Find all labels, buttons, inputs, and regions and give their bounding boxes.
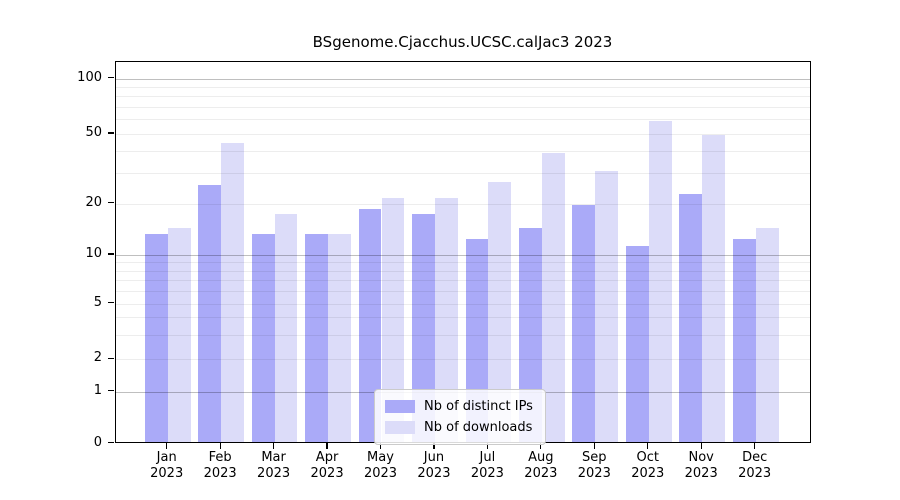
bar-downloads-jul bbox=[488, 181, 512, 442]
bar-distinct-ips-oct bbox=[625, 245, 649, 442]
gridline-80 bbox=[115, 96, 810, 98]
gridline-10 bbox=[115, 255, 810, 256]
y-tick-mark-2 bbox=[108, 357, 114, 359]
x-tick-label-may: May 2023 bbox=[363, 449, 398, 481]
x-tick-mark-jan bbox=[166, 442, 168, 449]
gridline-9 bbox=[115, 262, 810, 264]
legend-label-downloads: Nb of downloads bbox=[424, 420, 533, 435]
gridline-30 bbox=[115, 172, 810, 174]
y-tick-label-20: 20 bbox=[85, 194, 102, 210]
bar-distinct-ips-feb bbox=[198, 184, 222, 442]
bar-downloads-apr bbox=[328, 233, 351, 442]
x-tick-label-feb: Feb 2023 bbox=[203, 449, 237, 481]
x-tick-label-sep: Sep 2023 bbox=[577, 449, 611, 481]
bar-downloads-aug bbox=[541, 152, 565, 442]
y-tick-label-5: 5 bbox=[93, 294, 102, 310]
bar-distinct-ips-mar bbox=[251, 233, 275, 442]
x-tick-mark-feb bbox=[219, 442, 221, 449]
x-tick-mark-jul bbox=[486, 442, 489, 449]
y-tick-mark-1 bbox=[108, 390, 114, 392]
y-tick-label-1: 1 bbox=[93, 382, 102, 398]
gridline-70 bbox=[115, 107, 810, 108]
gridline-90 bbox=[115, 86, 810, 88]
y-tick-label-2: 2 bbox=[93, 350, 102, 366]
bar-downloads-may bbox=[381, 197, 405, 442]
plot-area bbox=[114, 60, 811, 443]
x-tick-label-aug: Aug 2023 bbox=[524, 449, 558, 481]
bar-distinct-ips-sep bbox=[572, 205, 596, 442]
x-tick-label-nov: Nov 2023 bbox=[684, 449, 718, 481]
gridline-50 bbox=[115, 133, 810, 135]
y-tick-label-50: 50 bbox=[85, 124, 102, 140]
x-tick-mark-aug bbox=[540, 442, 542, 449]
x-tick-mark-jun bbox=[433, 442, 435, 449]
gridline-7 bbox=[115, 280, 810, 282]
x-tick-mark-apr bbox=[326, 442, 328, 449]
bar-downloads-dec bbox=[755, 228, 779, 442]
y-tick-mark-50 bbox=[108, 132, 114, 134]
gridline-2 bbox=[115, 359, 810, 361]
bar-distinct-ips-aug bbox=[518, 228, 542, 442]
y-tick-mark-20 bbox=[108, 201, 114, 204]
x-tick-mark-mar bbox=[272, 442, 275, 449]
x-tick-label-mar: Mar 2023 bbox=[257, 449, 291, 481]
x-tick-label-jul: Jul 2023 bbox=[470, 449, 504, 481]
legend-item-distinct-ips: Nb of distinct IPs bbox=[385, 396, 535, 417]
y-tick-mark-0 bbox=[108, 441, 114, 444]
bar-downloads-jun bbox=[434, 197, 458, 442]
x-tick-label-jun: Jun 2023 bbox=[417, 449, 451, 481]
gridline-100 bbox=[115, 78, 810, 80]
x-tick-mark-dec bbox=[754, 442, 756, 449]
x-tick-label-oct: Oct 2023 bbox=[631, 449, 665, 481]
x-tick-label-apr: Apr 2023 bbox=[310, 449, 344, 481]
bar-downloads-oct bbox=[648, 121, 672, 442]
bar-distinct-ips-jan bbox=[144, 233, 168, 442]
gridline-20 bbox=[115, 203, 810, 205]
x-tick-label-dec: Dec 2023 bbox=[738, 449, 772, 481]
bar-downloads-mar bbox=[274, 213, 298, 442]
x-tick-label-jan: Jan 2023 bbox=[150, 449, 184, 481]
x-tick-mark-may bbox=[379, 442, 382, 449]
bar-downloads-sep bbox=[595, 170, 619, 442]
x-tick-mark-sep bbox=[593, 442, 595, 449]
x-tick-mark-nov bbox=[700, 442, 702, 449]
legend: Nb of distinct IPs Nb of downloads bbox=[374, 389, 546, 445]
legend-label-distinct-ips: Nb of distinct IPs bbox=[424, 399, 533, 414]
bar-distinct-ips-apr bbox=[305, 233, 329, 442]
y-tick-mark-10 bbox=[108, 253, 114, 255]
y-tick-label-100: 100 bbox=[77, 69, 102, 85]
gridline-40 bbox=[115, 150, 810, 152]
bar-downloads-nov bbox=[702, 135, 726, 442]
legend-swatch-downloads bbox=[385, 421, 415, 434]
y-tick-mark-5 bbox=[108, 302, 114, 304]
gridline-60 bbox=[115, 119, 810, 121]
legend-item-downloads: Nb of downloads bbox=[385, 417, 535, 438]
gridline-3 bbox=[115, 334, 810, 336]
bar-distinct-ips-may bbox=[358, 209, 382, 442]
gridline-6 bbox=[115, 290, 810, 292]
bar-distinct-ips-nov bbox=[679, 194, 703, 442]
y-tick-label-0: 0 bbox=[93, 434, 102, 450]
chart-title: BSgenome.Cjacchus.UCSC.calJac3 2023 bbox=[312, 33, 613, 51]
bar-distinct-ips-jun bbox=[412, 213, 435, 442]
bar-distinct-ips-dec bbox=[732, 239, 756, 442]
gridline-4 bbox=[115, 317, 810, 319]
gridline-5 bbox=[115, 303, 810, 305]
y-tick-mark-100 bbox=[108, 76, 114, 79]
gridline-8 bbox=[115, 270, 810, 272]
y-tick-label-10: 10 bbox=[85, 246, 102, 261]
bar-downloads-feb bbox=[221, 143, 245, 442]
bar-downloads-jan bbox=[167, 228, 191, 442]
legend-swatch-distinct-ips bbox=[385, 400, 415, 413]
x-tick-mark-oct bbox=[647, 442, 649, 449]
